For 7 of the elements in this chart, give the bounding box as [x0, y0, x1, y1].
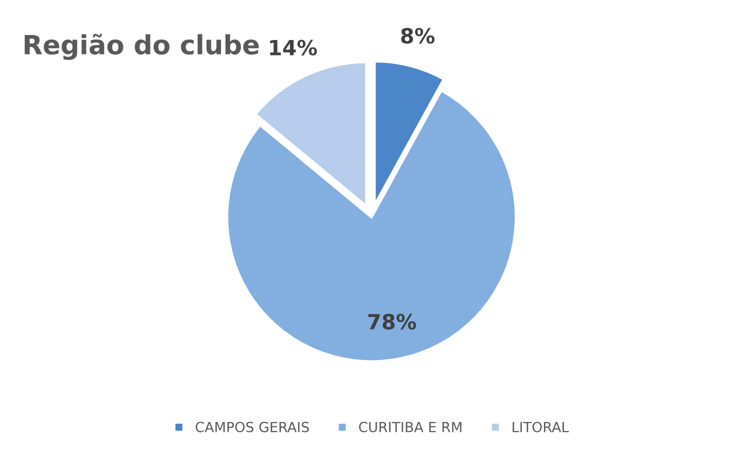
legend-label: CAMPOS GERAIS	[196, 422, 309, 432]
data-label: 78%	[368, 314, 416, 330]
data-label: 8%	[401, 28, 435, 44]
data-label: 14%	[270, 40, 317, 56]
legend-label: LITORAL	[512, 422, 569, 432]
chart-title: Região do clube	[24, 34, 259, 60]
legend-label: CURITIBA E RM	[359, 422, 462, 432]
